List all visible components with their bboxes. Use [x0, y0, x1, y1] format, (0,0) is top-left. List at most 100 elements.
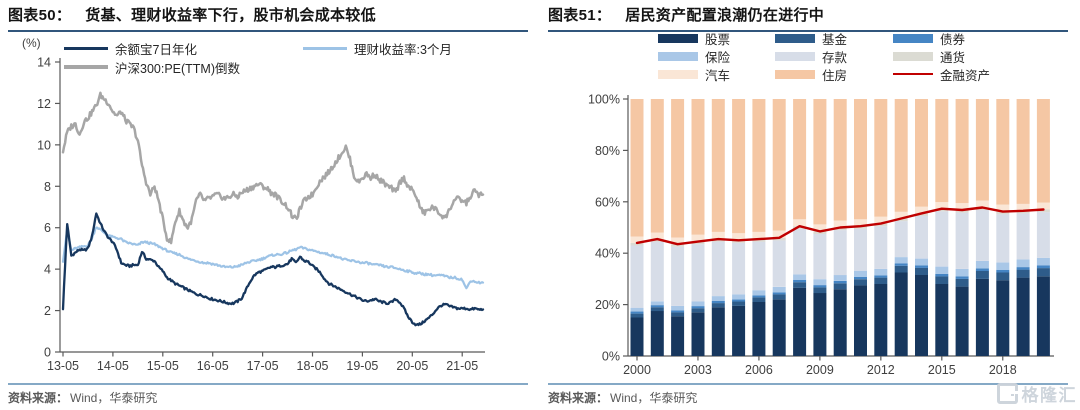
figure-51-legend: 股票 基金 债券 保险 存款 通货 汽车 住房 金融资产 — [540, 31, 1080, 87]
bar-segment-股票 — [732, 305, 746, 356]
bar-segment-通货 — [671, 244, 685, 247]
bar-segment-保险 — [854, 270, 867, 277]
legend-color-swatch — [775, 51, 815, 61]
bar-segment-股票 — [996, 280, 1010, 356]
svg-text:2012: 2012 — [867, 363, 895, 377]
bar-segment-保险 — [975, 260, 989, 269]
bar-segment-债券 — [915, 265, 928, 268]
bar-segment-汽车 — [630, 236, 644, 243]
bar-segment-住房 — [1036, 99, 1050, 203]
svg-text:13-05: 13-05 — [47, 359, 79, 373]
bar-segment-基金 — [874, 277, 888, 284]
bar-segment-住房 — [1016, 99, 1030, 204]
bar-segment-汽车 — [833, 220, 847, 228]
bar-segment-通货 — [935, 208, 949, 212]
svg-text:2003: 2003 — [684, 363, 712, 377]
bar-segment-通货 — [711, 239, 725, 242]
bar-segment-基金 — [671, 312, 685, 317]
panel-figure-51: 图表51： 居民资产配置浪潮仍在进行中 股票 基金 债券 保险 存款 通货 汽车 住房 金融资产 … — [540, 0, 1080, 410]
bar-segment-基金 — [996, 272, 1010, 281]
bar-segment-通货 — [752, 239, 766, 242]
bar-segment-汽车 — [752, 231, 766, 240]
legend-item-金融资产: 金融资产 — [893, 67, 990, 83]
bar-segment-债券 — [996, 269, 1010, 273]
bar-segment-通货 — [975, 207, 989, 211]
bar-segment-汽车 — [894, 211, 908, 219]
svg-text:18-05: 18-05 — [297, 359, 329, 373]
legend-item-债券: 债券 — [893, 31, 965, 47]
bar-segment-保险 — [1036, 257, 1050, 266]
svg-text:17-05: 17-05 — [247, 359, 279, 373]
bar-segment-基金 — [1016, 269, 1030, 278]
line-series-余额宝7日年化 — [61, 212, 485, 327]
bar-segment-住房 — [996, 99, 1010, 205]
bar-segment-住房 — [671, 99, 685, 238]
bar-segment-住房 — [752, 99, 766, 232]
bar-segment-通货 — [630, 242, 644, 246]
bar-segment-保险 — [691, 301, 705, 307]
bar-segment-存款 — [711, 241, 725, 297]
legend-label: 股票 — [705, 32, 731, 47]
bar-segment-股票 — [752, 302, 766, 356]
figure-50-legend: 余额宝7日年化 理财收益率:3个月 沪深300:PE(TTM)倒数 — [0, 41, 540, 81]
bar-segment-存款 — [671, 246, 685, 306]
bar-segment-通货 — [854, 226, 867, 229]
bar-segment-住房 — [874, 99, 888, 217]
svg-text:20%: 20% — [595, 298, 620, 312]
figure-51-title: 居民资产配置浪潮仍在进行中 — [625, 7, 825, 24]
bar-segment-股票 — [813, 293, 827, 356]
bar-segment-股票 — [833, 289, 847, 356]
svg-text:40%: 40% — [595, 247, 620, 261]
legend-item-股票: 股票 — [658, 31, 731, 47]
svg-text:15-05: 15-05 — [147, 359, 179, 373]
bar-segment-汽车 — [772, 230, 786, 238]
legend-item-通货: 通货 — [893, 49, 965, 65]
bar-segment-存款 — [752, 241, 766, 291]
svg-text:6: 6 — [44, 221, 51, 235]
bar-segment-住房 — [915, 99, 928, 207]
bar-segment-存款 — [975, 210, 989, 261]
bar-segment-保险 — [894, 257, 908, 264]
bar-segment-汽车 — [975, 200, 989, 208]
bar-segment-基金 — [772, 294, 786, 300]
bar-segment-通货 — [732, 240, 746, 243]
bar-segment-基金 — [854, 279, 867, 286]
svg-text:2000: 2000 — [623, 363, 651, 377]
bar-segment-股票 — [650, 311, 664, 356]
legend-label: 基金 — [822, 32, 848, 47]
svg-text:2015: 2015 — [928, 363, 956, 377]
bar-segment-通货 — [813, 231, 827, 234]
legend-line-swatch — [303, 46, 347, 50]
figure-50-header: 图表50： 货基、理财收益率下行，股市机会成本较低 — [8, 4, 528, 32]
bar-segment-住房 — [630, 99, 644, 237]
legend-label: 保险 — [705, 50, 731, 65]
axis-labels: 0% 20% 40% 60% 80% 100% 2000 2003 2006 2009 2012 20… — [588, 93, 1017, 378]
bar-segment-保险 — [711, 296, 725, 301]
bar-segment-基金 — [691, 308, 705, 313]
bar-segment-保险 — [955, 268, 969, 277]
bar-segment-存款 — [955, 212, 969, 269]
bar-segment-保险 — [813, 279, 827, 286]
svg-text:0: 0 — [44, 346, 51, 360]
svg-text:2: 2 — [44, 304, 51, 318]
svg-text:80%: 80% — [595, 144, 620, 158]
svg-text:2018: 2018 — [989, 363, 1017, 377]
svg-text:100%: 100% — [588, 93, 620, 107]
legend-color-swatch — [775, 69, 815, 79]
bar-segment-股票 — [894, 272, 908, 356]
bar-segment-汽车 — [1016, 203, 1030, 211]
bar-segment-股票 — [854, 285, 867, 356]
legend-color-swatch — [658, 51, 698, 61]
legend-label: 沪深300:PE(TTM)倒数 — [115, 61, 241, 76]
bar-segment-债券 — [772, 292, 786, 295]
legend-color-swatch — [658, 69, 698, 79]
bar-segment-存款 — [996, 214, 1010, 263]
bar-segment-通货 — [894, 218, 908, 222]
bar-segment-通货 — [833, 227, 847, 231]
bar-segment-保险 — [833, 275, 847, 281]
legend-label: 余额宝7日年化 — [115, 42, 197, 57]
legend-label: 存款 — [822, 50, 848, 65]
svg-text:14-05: 14-05 — [97, 359, 129, 373]
bar-segment-债券 — [793, 279, 807, 283]
gelonghui-watermark-text: 格隆汇 — [1021, 386, 1077, 405]
